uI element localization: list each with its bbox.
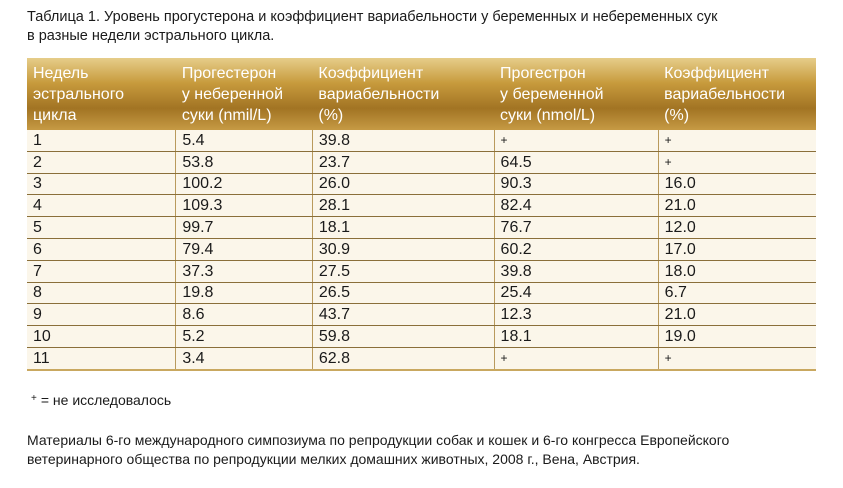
table-row: 7 37.3 27.5 39.8 18.0 [27, 260, 816, 283]
table-cell: 21.0 [657, 194, 816, 218]
table-cell: 17.0 [657, 238, 816, 261]
table-cell: 8 [27, 282, 176, 305]
table-cell: 11 [27, 347, 176, 370]
table-cell: 12.0 [657, 216, 816, 239]
footnote: + = не исследовалось [31, 391, 171, 412]
table-cell: 1 [27, 130, 176, 152]
table-cell: + [493, 130, 659, 152]
footnote-symbol: + [31, 393, 37, 404]
table-cell: 12.3 [493, 303, 659, 327]
table-cell: 53.8 [175, 151, 313, 174]
table-cell: 9 [27, 303, 176, 327]
table-cell: 6.7 [657, 282, 816, 305]
table-cell: 90.3 [493, 173, 659, 196]
table-cell: 37.3 [175, 260, 313, 283]
table-row: 2 53.8 23.7 64.5 + [27, 151, 816, 174]
table-cell: 18.0 [657, 260, 816, 283]
table-header: Недель эстрального цикла Прогестерон у небер… [27, 58, 816, 130]
column-header-line: цикла [33, 107, 77, 124]
column-header-line: (%) [664, 107, 690, 124]
table-cell: 39.8 [311, 130, 495, 152]
table-cell: 3 [27, 173, 176, 196]
table-row: 1 5.4 39.8 + + [27, 130, 816, 152]
column-header: Прогестрон у беременной суки (nmol/L) [494, 58, 659, 130]
caption-line-2: в разные недели эстрального цикла. [27, 28, 275, 44]
table-cell: 27.5 [311, 260, 495, 283]
table-cell: + [657, 347, 816, 370]
table-cell: 59.8 [311, 325, 495, 348]
column-header: Недель эстрального цикла [27, 58, 176, 130]
column-header-line: у неберенной [181, 86, 283, 103]
table-cell: + [493, 347, 659, 370]
column-header-line: у беременной [500, 86, 604, 103]
table-cell: 18.1 [311, 216, 495, 239]
table-cell: 43.7 [311, 303, 495, 327]
column-header-line: Недель [33, 65, 89, 82]
column-header-line: Прогестрон [500, 65, 586, 82]
table-cell: 5 [27, 216, 176, 239]
table-cell: 79.4 [175, 238, 313, 261]
table-cell: 19.8 [175, 282, 313, 305]
footnote-text: = не исследовалось [40, 392, 172, 408]
table-cell: + [657, 130, 816, 152]
table-row: 9 8.6 43.7 12.3 21.0 [27, 303, 816, 327]
table-cell: 4 [27, 194, 176, 218]
table-row: 5 99.7 18.1 76.7 12.0 [27, 216, 816, 239]
table-caption: Таблица 1. Уровень прогустерона и коэффи… [27, 8, 827, 46]
table-cell: 21.0 [657, 303, 816, 327]
column-header-line: Коэффициент [318, 65, 424, 82]
table-cell: 62.8 [311, 347, 495, 370]
table-cell: 100.2 [175, 173, 313, 196]
table-row: 8 19.8 26.5 25.4 6.7 [27, 282, 816, 305]
column-header: Коэффициент вариабельности (%) [312, 58, 495, 130]
table-cell: 3.4 [175, 347, 313, 370]
column-header-line: суки (nmol/L) [500, 107, 596, 124]
column-header-line: вариабельности [664, 86, 786, 103]
table-row: 11 3.4 62.8 + + [27, 347, 816, 370]
table-cell: 99.7 [175, 216, 313, 239]
column-header: Коэффициент вариабельности (%) [658, 58, 816, 130]
caption-line-1: Таблица 1. Уровень прогустерона и коэффи… [27, 9, 718, 25]
column-header-line: Прогестерон [181, 65, 277, 82]
table-cell: 19.0 [657, 325, 816, 348]
column-header-line: (%) [318, 107, 344, 124]
table-cell: 30.9 [311, 238, 495, 261]
progesterone-table: Недель эстрального цикла Прогестерон у небер… [27, 58, 816, 371]
table-cell: 39.8 [493, 260, 659, 283]
column-header-line: суки (nmil/L) [181, 107, 272, 124]
header-row: Недель эстрального цикла Прогестерон у небер… [27, 58, 816, 130]
table-cell: 10 [27, 325, 176, 348]
table-cell: 82.4 [493, 194, 659, 218]
table-cell: 28.1 [311, 194, 495, 218]
table-cell: 5.4 [175, 130, 313, 152]
table-cell: 18.1 [493, 325, 659, 348]
source-line-1: Материалы 6-го международного симпозиума… [27, 432, 730, 448]
column-header-line: Коэффициент [664, 65, 769, 82]
table-row: 4 109.3 28.1 82.4 21.0 [27, 194, 816, 218]
table-cell: 64.5 [493, 151, 659, 174]
table-body: 1 5.4 39.8 + +2 53.8 23.7 64.5 +3 100.2 26.0 90.3 16… [27, 130, 816, 370]
column-header-line: вариабельности [318, 86, 440, 103]
column-header: Прогестерон у неберенной суки (nmil/L) [175, 58, 313, 130]
table-cell: 16.0 [657, 173, 816, 196]
table-cell: + [657, 151, 816, 174]
column-header-line: эстрального [33, 86, 125, 103]
table-row: 6 79.4 30.9 60.2 17.0 [27, 238, 816, 261]
table-cell: 26.0 [311, 173, 495, 196]
source-line-2: ветеринарного общества по репродукции ме… [27, 451, 640, 467]
table-row: 10 5.2 59.8 18.1 19.0 [27, 325, 816, 348]
table-cell: 109.3 [175, 194, 313, 218]
table-cell: 2 [27, 151, 176, 174]
table-cell: 25.4 [493, 282, 659, 305]
table-cell: 5.2 [175, 325, 313, 348]
table-cell: 6 [27, 238, 176, 261]
table-cell: 8.6 [175, 303, 313, 327]
table-cell: 7 [27, 260, 176, 283]
table-cell: 23.7 [311, 151, 495, 174]
table-cell: 60.2 [493, 238, 659, 261]
table-cell: 76.7 [493, 216, 659, 239]
table-cell: 26.5 [311, 282, 495, 305]
table-row: 3 100.2 26.0 90.3 16.0 [27, 173, 816, 196]
source-citation: Материалы 6-го международного симпозиума… [27, 431, 827, 469]
